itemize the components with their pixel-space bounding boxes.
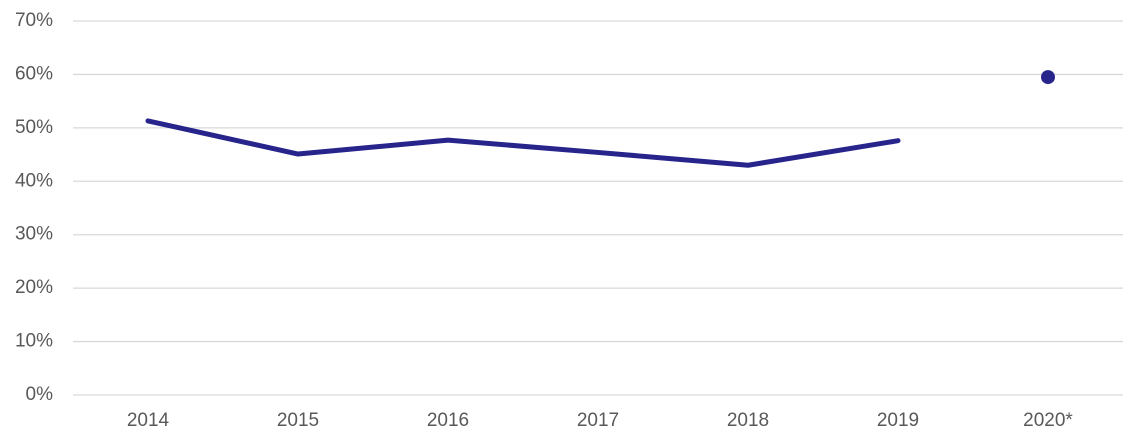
x-tick-label: 2018 bbox=[727, 410, 769, 431]
x-tick-label: 2020* bbox=[1023, 410, 1073, 431]
data-line bbox=[145, 118, 901, 168]
x-tick-label: 2016 bbox=[427, 410, 469, 431]
y-tick-label: 50% bbox=[15, 117, 53, 138]
x-tick-label: 2014 bbox=[127, 410, 170, 431]
y-tick-label: 0% bbox=[26, 384, 54, 405]
y-tick-label: 40% bbox=[15, 170, 53, 191]
y-tick-label: 70% bbox=[15, 10, 53, 31]
y-tick-label: 20% bbox=[15, 277, 53, 298]
x-tick-label: 2015 bbox=[277, 410, 319, 431]
data-point bbox=[1041, 70, 1055, 85]
x-tick-label: 2017 bbox=[577, 410, 619, 431]
y-tick-label: 60% bbox=[15, 63, 53, 84]
x-tick-label: 2019 bbox=[877, 410, 919, 431]
y-tick-label: 30% bbox=[15, 224, 53, 245]
y-tick-label: 10% bbox=[15, 331, 53, 352]
